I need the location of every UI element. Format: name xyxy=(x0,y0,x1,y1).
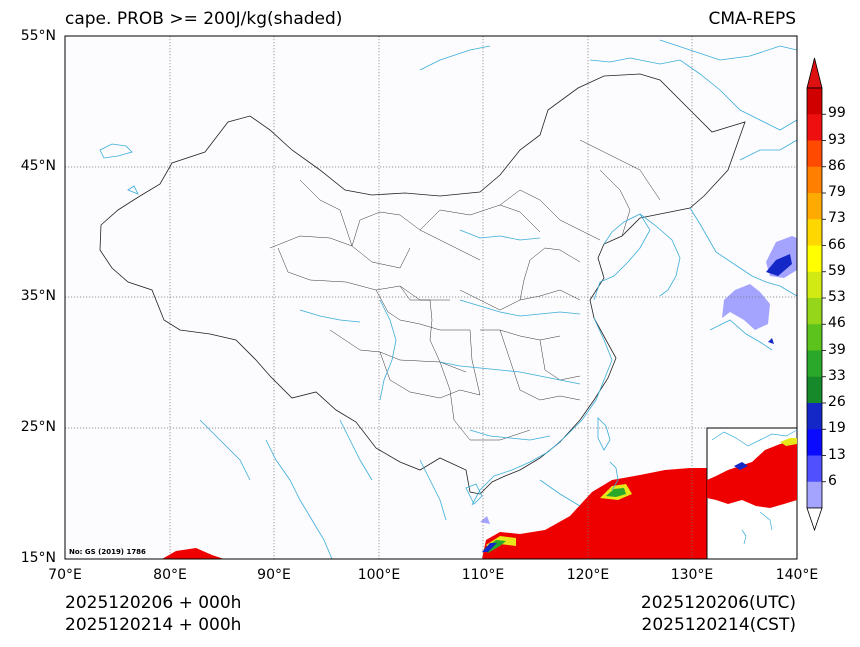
colorbar-level-label: 19 xyxy=(828,420,846,437)
x-tick-label: 80°E xyxy=(153,567,187,583)
colorbar-level-label: 99 xyxy=(828,105,846,122)
colorbar-level-label: 26 xyxy=(828,394,846,410)
y-tick-label: 25°N xyxy=(20,419,56,435)
y-tick-label: 35°N xyxy=(20,288,56,304)
prob-shade-edge-blue xyxy=(482,543,497,552)
colorbar-level-label: 86 xyxy=(828,157,846,174)
colorbar-level-label: 66 xyxy=(828,236,846,253)
x-tick-label: 100°E xyxy=(357,567,401,583)
valid-time-cst: 2025120214(CST) xyxy=(641,615,796,635)
colorbar-block xyxy=(807,455,822,483)
x-tick-label: 120°E xyxy=(566,567,610,583)
map-frame xyxy=(64,35,798,560)
colorbar-level-label: 59 xyxy=(828,262,846,279)
y-tick-label: 55°N xyxy=(20,28,56,44)
prob-shade-lightblue-east xyxy=(722,284,770,330)
x-tick-label: 110°E xyxy=(461,567,505,583)
init-time-utc: 2025120206 + 000h xyxy=(65,593,242,613)
colorbar-block xyxy=(807,140,822,168)
prob-shade-blue-spot xyxy=(768,338,774,344)
colorbar-block xyxy=(807,245,822,273)
y-tick-label: 15°N xyxy=(20,550,56,566)
colorbar-block xyxy=(807,271,822,299)
colorbar-level-label: 6 xyxy=(828,472,837,489)
colorbar-block xyxy=(807,298,822,325)
china-boundary xyxy=(99,73,746,495)
prob-shade-bay-bengal xyxy=(162,548,224,559)
colorbar-level-label: 79 xyxy=(828,184,846,200)
colorbar-block xyxy=(807,193,822,220)
x-tick-label: 90°E xyxy=(257,567,291,583)
colorbar-extend-min xyxy=(806,507,823,532)
colorbar-extend-max xyxy=(806,57,823,89)
colorbar xyxy=(806,57,826,532)
colorbar-block xyxy=(807,324,822,351)
x-tick-label: 70°E xyxy=(48,567,82,583)
prob-shade-island-green xyxy=(606,488,626,497)
colorbar-level-label: 93 xyxy=(828,131,846,148)
y-tick-label: 45°N xyxy=(20,158,56,174)
colorbar-block xyxy=(807,88,822,115)
prob-shade-lightblue-a xyxy=(480,516,490,524)
provincial-boundaries xyxy=(269,139,661,441)
colorbar-level-label: 46 xyxy=(828,315,846,332)
prob-shade-south-sea xyxy=(482,468,707,559)
x-tick-label: 140°E xyxy=(775,567,819,583)
graticule xyxy=(65,36,797,559)
title-right: CMA-REPS xyxy=(708,9,796,29)
colorbar-level-label: 39 xyxy=(828,341,846,358)
x-tick-label: 130°E xyxy=(670,567,714,583)
colorbar-level-label: 53 xyxy=(828,289,846,305)
init-time-cst: 2025120214 + 000h xyxy=(65,615,242,635)
colorbar-level-label: 13 xyxy=(828,446,846,463)
colorbar-level-label: 73 xyxy=(828,210,846,227)
colorbar-block xyxy=(807,376,822,404)
colorbar-block xyxy=(807,166,822,194)
valid-time-utc: 2025120206(UTC) xyxy=(640,593,796,613)
colorbar-block xyxy=(807,114,822,141)
south-sea-inset xyxy=(706,427,798,560)
map-approval-number: No: GS (2019) 1786 xyxy=(69,548,146,556)
colorbar-block xyxy=(807,350,822,378)
colorbar-block xyxy=(807,219,822,246)
coastlines-rivers xyxy=(99,39,797,559)
colorbar-block xyxy=(807,429,822,456)
colorbar-level-label: 33 xyxy=(828,367,846,384)
prob-shade-blue-ne xyxy=(766,254,792,276)
colorbar-block xyxy=(807,481,822,509)
colorbar-block xyxy=(807,403,822,430)
title-left: cape. PROB >= 200J/kg(shaded) xyxy=(65,9,343,29)
